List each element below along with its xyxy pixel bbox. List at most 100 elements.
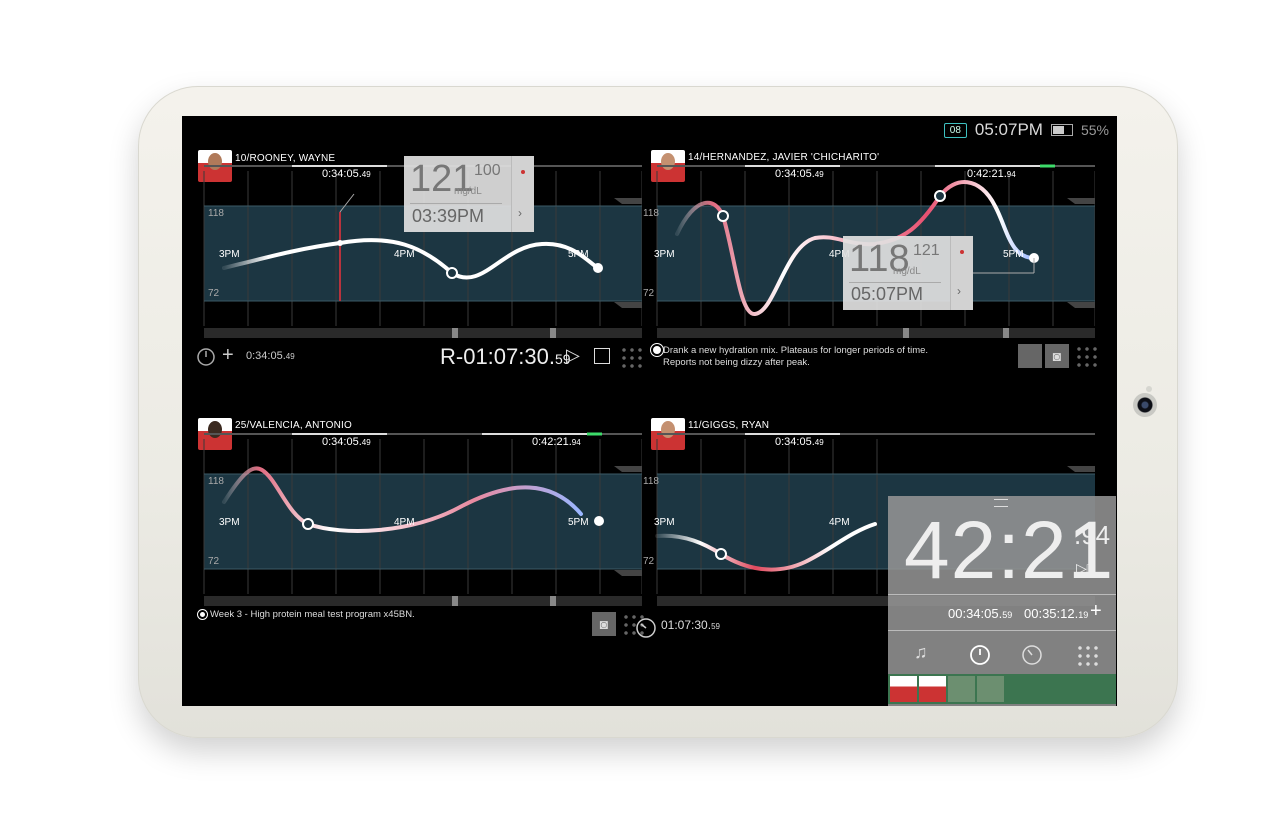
clock: 05:07PM — [974, 120, 1043, 139]
scroll-tab — [614, 198, 642, 204]
front-camera — [1133, 393, 1157, 417]
note-text: Week 3 - High protein meal test program … — [210, 609, 415, 620]
add-icon[interactable]: + — [222, 344, 234, 366]
elapsed-time-label-2: 0:42:21.94 — [532, 436, 581, 448]
y-low-label: 72 — [208, 556, 220, 567]
session-timer: 01:07:30.59 — [661, 618, 720, 632]
player-name: 10/ROONEY, WAYNE — [235, 153, 336, 164]
elapsed-time-label: 0:34:05.49 — [322, 168, 371, 180]
notification-badge[interactable]: 08 — [943, 122, 967, 138]
glucose-curve — [222, 466, 583, 533]
y-low-label: 72 — [643, 288, 655, 299]
thumb-hernandez[interactable] — [919, 676, 946, 702]
chevron-right-icon[interactable]: › — [518, 206, 522, 220]
x-label-4pm: 4PM — [829, 517, 850, 528]
note-bullet-icon — [651, 344, 663, 356]
y-high-label: 118 — [643, 476, 659, 487]
elapsed-time-label-2: 0:42:21.94 — [967, 168, 1016, 180]
reading-popup[interactable]: 118 121 mg/dL 05:07PM › — [843, 236, 973, 310]
recording-timer: R-01:07:30.59 — [440, 344, 571, 369]
scrubber-handle — [550, 328, 556, 338]
y-low-label: 72 — [208, 288, 220, 299]
player-panel-hernandez: 14/HERNANDEZ, JAVIER 'CHICHARITO' — [635, 116, 1099, 369]
lap-time-2: 00:35:12.19 — [1024, 606, 1089, 621]
y-high-label: 118 — [208, 476, 224, 487]
popup-actions: › — [950, 236, 973, 310]
y-high-label: 118 — [643, 208, 659, 219]
play-stop-icon[interactable]: ▷□ — [1076, 560, 1096, 576]
camera-icon[interactable]: ◙ — [1045, 344, 1069, 368]
stopwatch-overlay[interactable]: 42:21 .94 ▷□ 00:34:05.59 00:35:12.19 + ♫ — [888, 496, 1116, 706]
stopwatch-tab-icon[interactable] — [968, 642, 992, 666]
grid-menu-icon[interactable] — [620, 346, 644, 370]
sensor-dot — [1146, 386, 1152, 392]
time-scrubber — [204, 328, 642, 338]
screen: 08 05:07PM 55% 10/ROONEY, WAYNE — [182, 116, 1117, 706]
player-name: 25/VALENCIA, ANTONIO — [235, 420, 353, 431]
player-name: 11/GIGGS, RYAN — [688, 420, 770, 431]
timer-tab-icon[interactable] — [1020, 642, 1044, 666]
x-label-4pm: 4PM — [394, 249, 415, 260]
add-lap-icon[interactable]: + — [1090, 600, 1102, 622]
glucose-chart[interactable] — [635, 116, 1095, 346]
drag-handle-icon[interactable] — [994, 499, 1008, 507]
x-label-5pm: 5PM — [568, 249, 589, 260]
popup-actions: › — [511, 156, 534, 232]
x-label-3pm: 3PM — [219, 249, 240, 260]
x-label-4pm: 4PM — [829, 249, 850, 260]
reading-time: 03:39PM — [412, 206, 485, 226]
scroll-tab — [614, 302, 642, 308]
data-point — [593, 263, 603, 273]
unit-label: mg/dL — [893, 266, 921, 277]
thumb-rooney[interactable] — [948, 676, 975, 702]
x-label-5pm: 5PM — [568, 517, 589, 528]
grid-menu-icon[interactable] — [1075, 345, 1099, 369]
stop-button[interactable] — [594, 348, 610, 364]
record-dot-icon[interactable] — [521, 170, 525, 174]
player-name: 14/HERNANDEZ, JAVIER 'CHICHARITO' — [688, 152, 880, 163]
scrubber-handle — [452, 328, 458, 338]
y-high-label: 118 — [208, 208, 224, 219]
thumb-giggs[interactable] — [977, 676, 1004, 702]
y-low-label: 72 — [643, 556, 655, 567]
note-line-2: Reports not being dizzy after peak. — [663, 357, 810, 368]
data-point — [446, 267, 458, 279]
target-value: 121 — [913, 242, 940, 259]
reading-value: 118 — [849, 238, 910, 280]
glucose-curve — [655, 522, 877, 572]
target-value: 100 — [474, 162, 501, 179]
stopwatch-centiseconds: .94 — [1074, 520, 1111, 550]
elapsed-time-label: 0:34:05.49 — [775, 436, 824, 448]
x-label-4pm: 4PM — [394, 517, 415, 528]
reading-popup[interactable]: 121 100 mg/dL 03:39PM › — [404, 156, 534, 232]
player-panel-valencia: 25/VALENCIA, ANTONIO — [182, 384, 646, 637]
glucose-chart[interactable] — [182, 384, 642, 614]
camera-icon[interactable]: ◙ — [592, 612, 616, 636]
player-panel-rooney: 10/ROONEY, WAYNE — [182, 116, 644, 370]
record-dot-icon[interactable] — [960, 250, 964, 254]
x-label-3pm: 3PM — [654, 249, 675, 260]
stopwatch-icon[interactable] — [635, 616, 657, 638]
lap-timer: 0:34:05.49 — [246, 350, 295, 362]
chevron-right-icon[interactable]: › — [957, 284, 961, 298]
grid-menu-icon[interactable] — [1076, 644, 1100, 668]
stopwatch-icon[interactable] — [196, 346, 216, 366]
grid-lines — [203, 171, 642, 326]
status-bar: 08 05:07PM 55% — [943, 120, 1109, 140]
reading-value: 121 — [410, 158, 474, 200]
elapsed-time-label: 0:34:05.49 — [322, 436, 371, 448]
elapsed-time-label: 0:34:05.49 — [775, 168, 824, 180]
alarm-bell-icon[interactable]: ♫ — [914, 642, 928, 662]
drink-icon[interactable] — [1018, 344, 1042, 368]
unit-label: mg/dL — [454, 186, 482, 197]
note-bullet-icon — [200, 612, 205, 617]
thumb-valencia[interactable] — [890, 676, 917, 702]
battery-percent: 55% — [1080, 122, 1109, 138]
stopwatch-main-time: 42:21 — [904, 505, 1115, 596]
reading-time: 05:07PM — [851, 284, 924, 304]
glucose-curve — [675, 180, 1036, 316]
x-label-5pm: 5PM — [1003, 249, 1024, 260]
play-button[interactable]: ▷ — [566, 345, 580, 365]
player-thumbnails — [888, 674, 1116, 704]
lap-time-1: 00:34:05.59 — [948, 606, 1013, 621]
